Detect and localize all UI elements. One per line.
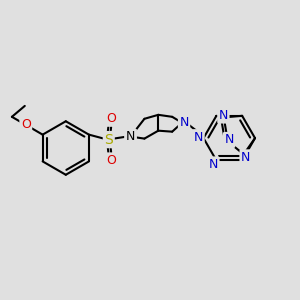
Text: S: S xyxy=(104,133,113,147)
Text: N: N xyxy=(224,134,234,146)
Text: N: N xyxy=(179,116,189,129)
Text: N: N xyxy=(241,151,250,164)
Text: O: O xyxy=(106,154,116,167)
Text: N: N xyxy=(209,158,218,171)
Text: N: N xyxy=(126,130,135,143)
Text: N: N xyxy=(194,130,203,144)
Text: O: O xyxy=(106,112,116,125)
Text: N: N xyxy=(126,130,135,143)
Text: O: O xyxy=(21,118,31,131)
Text: N: N xyxy=(219,109,228,122)
